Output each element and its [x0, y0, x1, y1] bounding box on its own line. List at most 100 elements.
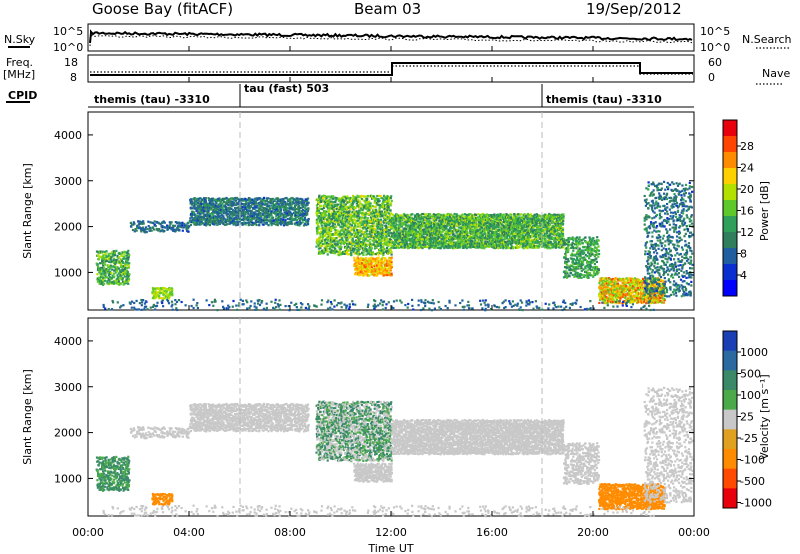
power-cell — [332, 195, 335, 198]
power-cell — [250, 212, 253, 215]
power-cell — [324, 201, 327, 204]
power-cell — [102, 261, 105, 264]
power-cell — [240, 199, 243, 202]
power-cell — [219, 200, 222, 203]
power-cell — [436, 241, 440, 244]
power-cell — [493, 240, 496, 243]
power-cell — [367, 226, 370, 230]
power-cell — [105, 250, 108, 253]
power-cell — [336, 240, 339, 243]
power-cell — [439, 220, 442, 223]
power-cell — [381, 231, 384, 234]
power-cell — [419, 244, 422, 247]
power-cell — [512, 247, 515, 250]
power-cell — [426, 237, 429, 240]
power-cell — [366, 252, 369, 255]
power-cell — [438, 243, 441, 246]
power-cell — [173, 229, 176, 232]
power-cell — [324, 210, 327, 213]
power-cell — [280, 223, 283, 226]
power-cell — [469, 241, 472, 244]
power-cell — [373, 239, 376, 242]
power-cell — [402, 216, 405, 219]
power-cell — [479, 228, 482, 231]
power-cell — [482, 233, 486, 236]
power-cell — [194, 207, 197, 210]
power-cell — [360, 233, 363, 236]
power-cell — [228, 214, 231, 217]
power-cell — [210, 208, 213, 211]
power-cell — [424, 215, 427, 218]
power-cell — [388, 229, 391, 232]
power-cell — [369, 202, 372, 205]
power-cell — [225, 199, 229, 202]
power-cell — [411, 241, 414, 244]
power-cell — [107, 274, 110, 277]
power-cell — [335, 203, 338, 206]
power-cell — [365, 247, 368, 250]
power-cell — [495, 234, 498, 237]
power-cell — [410, 243, 413, 246]
power-cell — [393, 241, 396, 244]
power-cell — [480, 242, 483, 245]
power-cell — [485, 226, 488, 229]
power-cell — [458, 238, 461, 241]
power-cell — [475, 237, 479, 240]
power-cell — [104, 271, 107, 274]
power-cell — [366, 201, 369, 204]
power-cell — [419, 227, 422, 230]
power-cell — [361, 216, 364, 219]
power-cell — [416, 226, 419, 229]
power-cell — [395, 241, 398, 244]
power-cell — [98, 279, 101, 282]
power-cell — [349, 208, 352, 211]
power-cell — [496, 235, 499, 238]
power-cell — [355, 268, 358, 272]
power-cell — [257, 214, 260, 217]
power-cell — [344, 233, 348, 236]
power-cell — [398, 216, 401, 219]
power-cell — [428, 247, 431, 250]
power-cell — [509, 221, 513, 224]
power-cell — [297, 213, 300, 216]
power-cell — [251, 221, 254, 224]
power-cell — [267, 224, 270, 227]
power-cell — [212, 202, 215, 205]
power-cell — [449, 240, 452, 243]
power-cell — [302, 214, 305, 217]
power-cell — [108, 268, 111, 271]
power-cell — [190, 198, 193, 201]
power-cell — [322, 206, 325, 209]
power-cell — [272, 204, 275, 208]
power-cell — [443, 240, 446, 244]
power-cell — [116, 274, 119, 277]
power-cell — [294, 208, 297, 211]
noise-tick-right-bottom: 10^0 — [700, 41, 730, 54]
power-cell — [244, 206, 247, 209]
power-cell — [122, 271, 125, 275]
power-cell — [466, 233, 469, 236]
power-cell — [383, 207, 386, 210]
power-cell — [116, 267, 119, 271]
power-cell — [455, 235, 458, 238]
power-cell — [224, 223, 227, 226]
power-cell — [306, 199, 309, 202]
power-cell — [468, 222, 471, 225]
power-cell — [483, 230, 486, 233]
power-cell — [354, 242, 357, 245]
power-cell — [322, 235, 325, 238]
power-cell — [484, 240, 487, 243]
power-cell — [217, 221, 220, 224]
power-cell — [315, 211, 318, 215]
power-cell — [509, 223, 512, 226]
power-cell — [367, 243, 370, 246]
power-cell — [500, 245, 503, 248]
power-cell — [379, 194, 382, 197]
power-cell — [369, 194, 372, 197]
power-cell — [260, 216, 263, 219]
power-cell — [372, 264, 375, 267]
power-cell — [409, 231, 412, 234]
power-cell — [124, 282, 127, 285]
power-cell — [193, 223, 196, 226]
power-cell — [210, 204, 213, 207]
